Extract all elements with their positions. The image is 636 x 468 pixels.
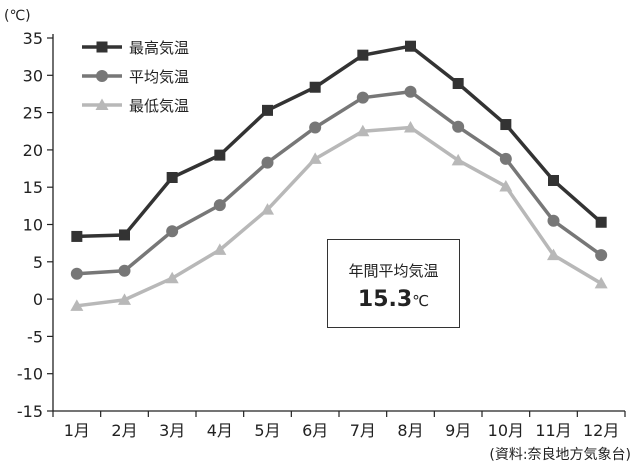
triangle-marker <box>594 276 608 289</box>
x-tick-label: 10月 <box>488 421 524 440</box>
square-marker <box>166 172 178 184</box>
y-tick-label: 15 <box>23 178 43 197</box>
series-line <box>76 44 603 239</box>
circle-marker <box>166 225 179 238</box>
x-tick-label: 6月 <box>302 421 328 440</box>
square-marker <box>548 174 559 186</box>
square-marker <box>452 78 464 90</box>
triangle-marker <box>213 243 227 255</box>
circle-marker <box>70 267 83 280</box>
square-marker <box>214 149 226 161</box>
x-tick-label: 12月 <box>583 421 619 440</box>
square-marker <box>405 40 416 52</box>
y-tick-label: -10 <box>17 365 43 384</box>
triangle-marker <box>404 121 417 133</box>
y-tick-label: 30 <box>23 66 43 85</box>
series-line <box>76 125 603 308</box>
x-tick-label: 4月 <box>207 421 233 440</box>
square-marker <box>357 49 369 61</box>
triangle-marker <box>499 179 513 192</box>
circle-marker <box>404 85 417 98</box>
annual-average-value: 15.3 <box>357 287 413 312</box>
x-tick-label: 8月 <box>397 421 423 440</box>
annual-average-box: 年間平均気温 15.3℃ <box>327 239 460 328</box>
y-tick-label: 25 <box>23 104 43 123</box>
y-tick-label: 0 <box>33 290 43 309</box>
triangle-marker <box>95 98 109 110</box>
triangle-marker <box>165 271 179 284</box>
triangle-marker <box>308 152 322 164</box>
annual-average-label: 年間平均気温 <box>348 262 439 280</box>
series-circle <box>70 85 608 280</box>
circle-marker <box>499 152 512 165</box>
y-tick-label: 5 <box>33 253 43 272</box>
x-tick-label: 2月 <box>111 421 137 440</box>
series-square <box>71 40 607 242</box>
triangle-marker <box>70 299 84 311</box>
x-tick-label: 11月 <box>535 421 571 440</box>
circle-marker <box>595 249 608 262</box>
circle-marker <box>118 264 131 277</box>
triangle-marker <box>451 153 465 166</box>
y-tick-label: 10 <box>23 216 43 235</box>
y-tick-labels: 35 30 25 20 15 10 5 0 -5 -10 -15 <box>17 29 43 421</box>
unit-label: (℃) <box>4 8 31 24</box>
circle-marker <box>261 156 274 169</box>
square-marker <box>595 216 607 228</box>
square-marker <box>71 230 83 242</box>
square-marker <box>262 104 273 116</box>
circle-marker <box>309 121 322 134</box>
x-tick-label: 1月 <box>64 421 90 440</box>
y-tick-label: 35 <box>23 29 43 48</box>
series-triangle <box>70 121 608 311</box>
triangle-marker <box>356 124 370 137</box>
source-note: (資料:奈良地方気象台) <box>489 447 631 463</box>
legend-label: 最低気温 <box>129 97 189 115</box>
y-tick-label: 20 <box>23 141 43 160</box>
circle-marker <box>96 70 108 82</box>
circle-marker <box>356 91 369 104</box>
x-tick-labels: 1月 2月 3月 4月 5月 6月 7月 8月 9月 10月 11月 12月 <box>64 421 620 440</box>
triangle-marker <box>118 293 131 305</box>
y-tick-label: -5 <box>27 327 43 346</box>
y-tick-label: -15 <box>17 402 43 421</box>
square-marker <box>96 41 108 53</box>
triangle-marker <box>261 203 274 215</box>
square-marker <box>309 81 321 93</box>
series-line <box>76 89 603 276</box>
legend-label: 最高気温 <box>129 39 189 57</box>
annual-average-value-line: 15.3℃ <box>328 287 459 312</box>
annual-average-unit: ℃ <box>412 292 430 310</box>
x-tick-label: 3月 <box>159 421 185 440</box>
circle-marker <box>547 214 560 227</box>
x-tick-label: 7月 <box>350 421 376 440</box>
circle-marker <box>213 199 226 212</box>
square-marker <box>500 119 512 131</box>
circle-marker <box>452 120 465 133</box>
legend-label: 平均気温 <box>129 68 189 86</box>
x-tick-label: 5月 <box>254 421 280 440</box>
triangle-marker <box>547 248 560 261</box>
series-layer <box>70 40 608 311</box>
square-marker <box>119 229 130 241</box>
axes <box>47 34 626 417</box>
x-tick-label: 9月 <box>445 421 471 440</box>
